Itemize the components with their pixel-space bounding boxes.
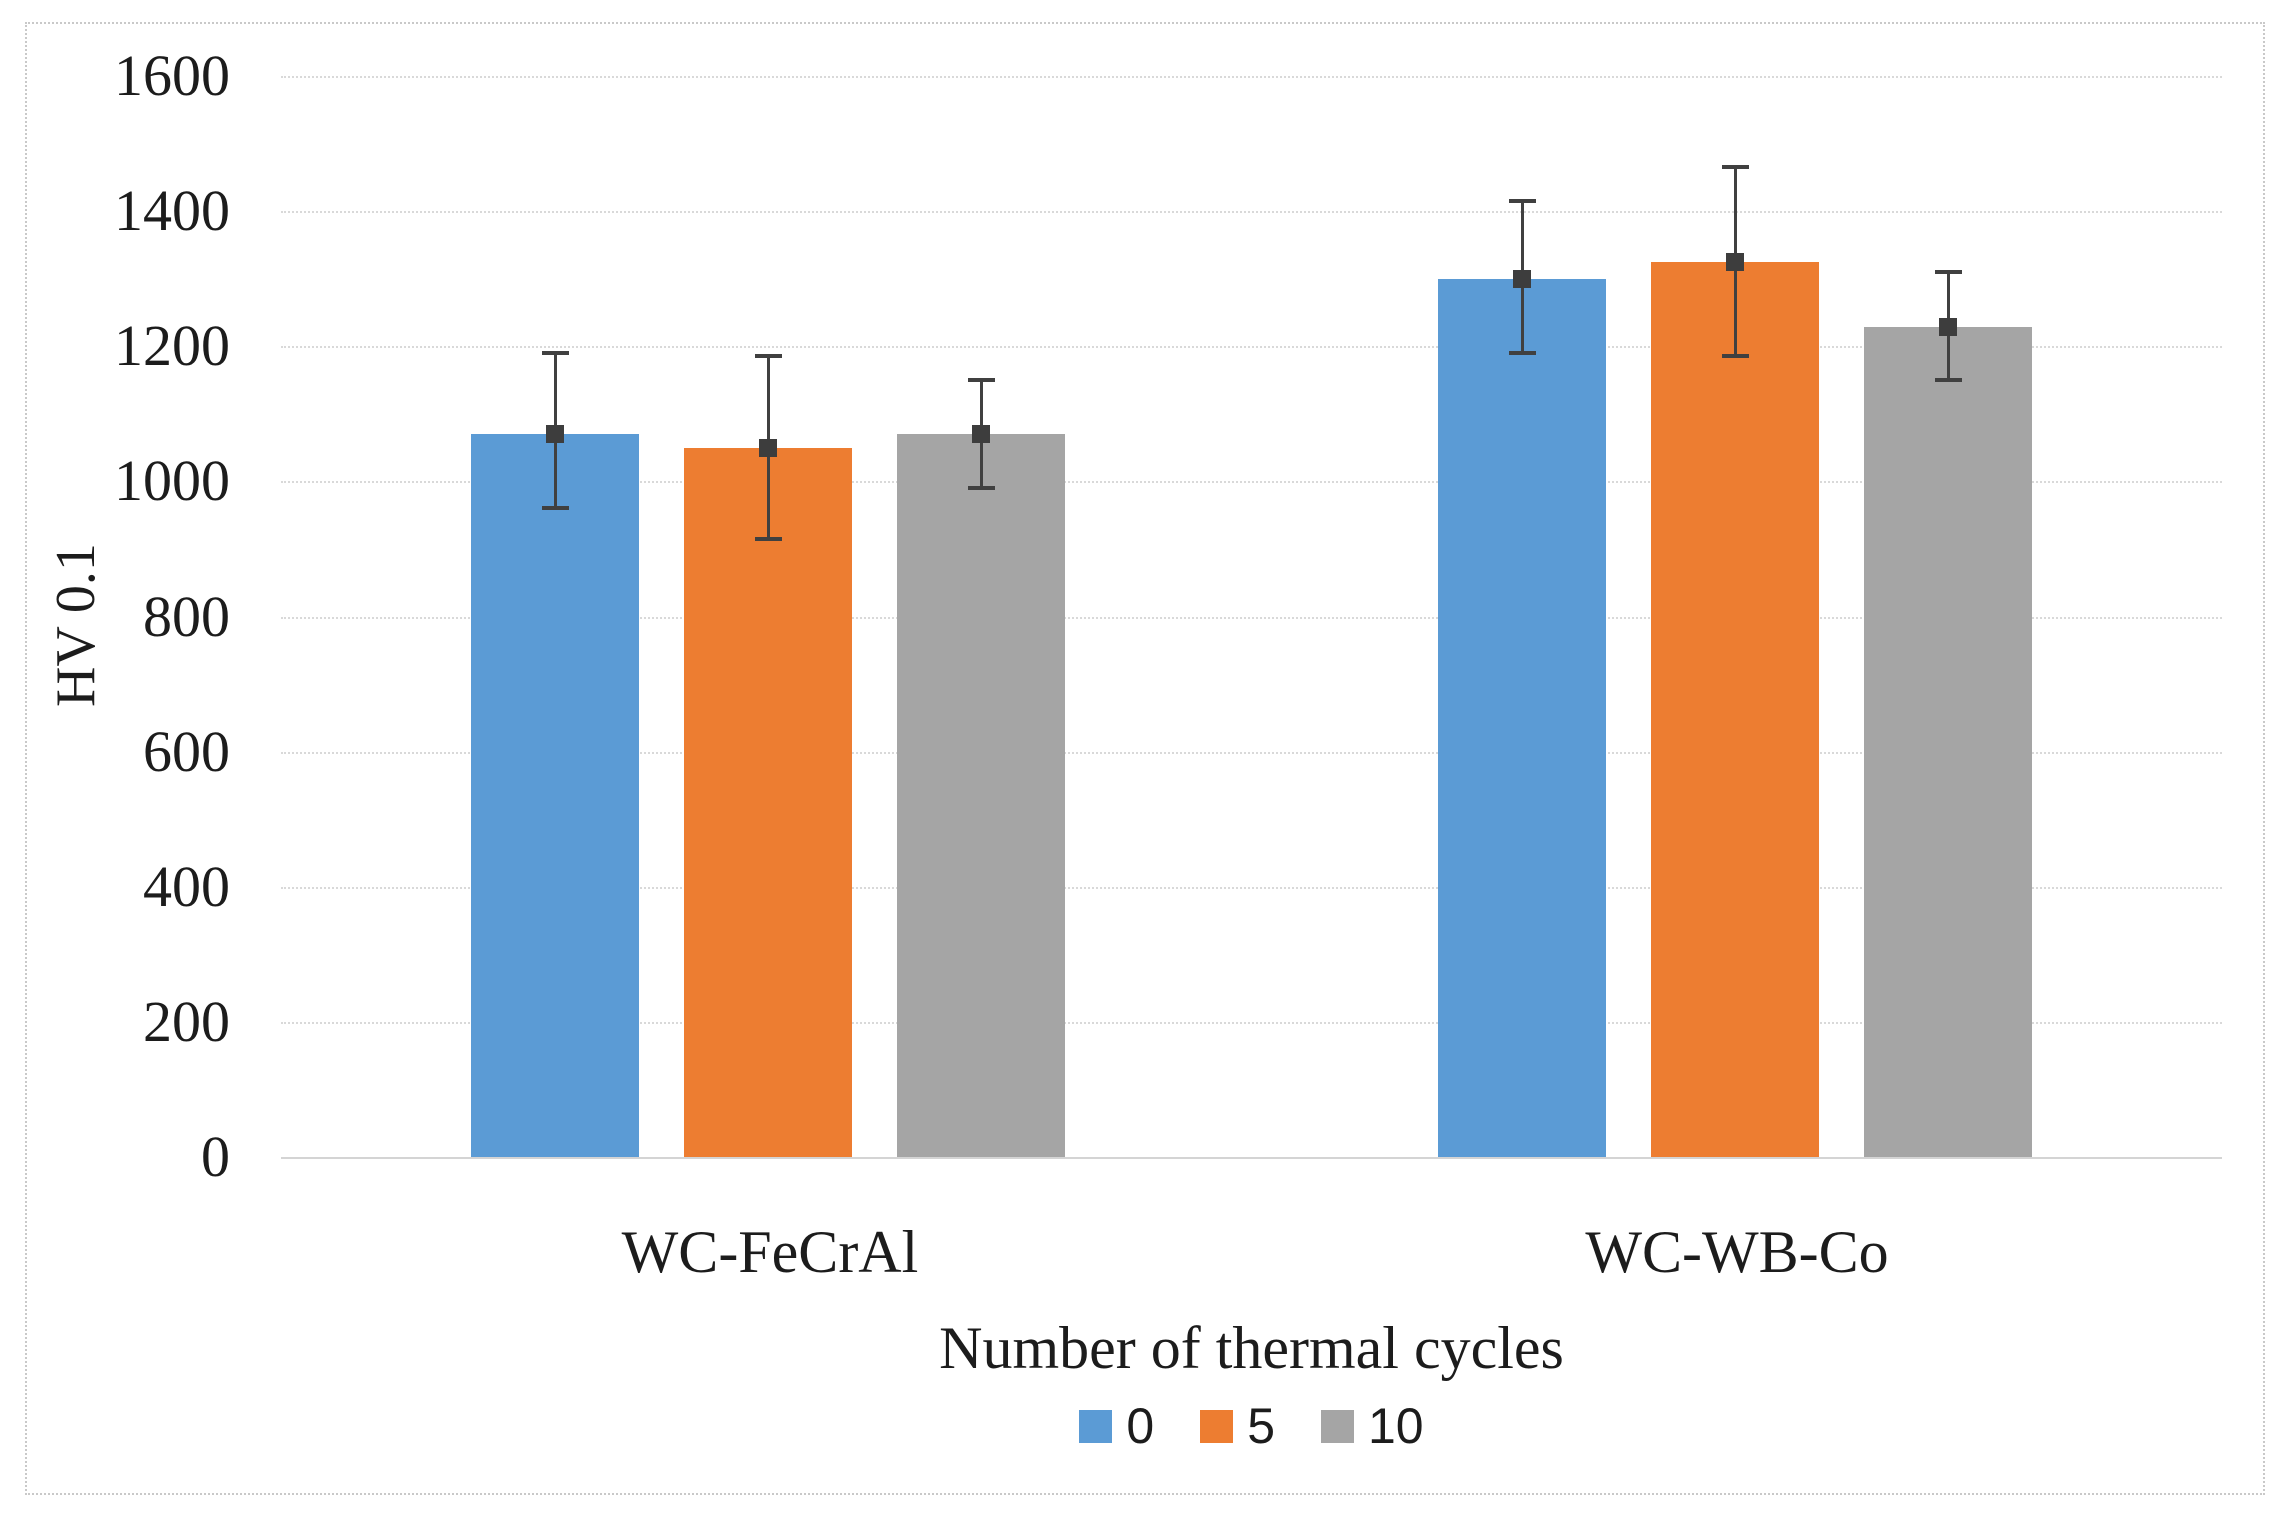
- y-tick-label: 1600: [114, 43, 230, 108]
- error-bar-cap: [967, 486, 995, 491]
- legend-item-10: 10: [1321, 1396, 1424, 1456]
- y-tick-label: 800: [143, 583, 230, 649]
- x-category-label-wc-fecral: WC-FeCrAl: [621, 1219, 919, 1285]
- gridline: [281, 346, 2222, 349]
- gridline: [281, 751, 2222, 754]
- error-bar-cap: [541, 351, 569, 355]
- error-bar-cap: [1508, 198, 1536, 203]
- y-tick-label: 1200: [114, 313, 230, 379]
- error-bar-cap: [1721, 165, 1749, 170]
- gridline: [281, 1021, 2222, 1024]
- legend-swatch-icon: [1079, 1409, 1113, 1443]
- gridline: [281, 616, 2222, 619]
- y-tick-label: 400: [143, 853, 230, 919]
- gridline: [281, 481, 2222, 484]
- y-tick-label: 0: [201, 1124, 230, 1189]
- bar-5-cycles-WC-WB-Co: [1651, 261, 1819, 1157]
- error-bar-cap: [1934, 378, 1962, 383]
- legend-label: 10: [1368, 1398, 1424, 1454]
- y-tick-label: 1400: [114, 178, 230, 244]
- bar-0-cycles-WC-WB-Co: [1438, 278, 1606, 1157]
- mean-marker: [759, 438, 777, 457]
- y-tick-label: 600: [143, 718, 230, 784]
- legend-swatch-icon: [1200, 1409, 1234, 1443]
- error-bar-cap: [754, 354, 782, 359]
- y-tick-label: 1000: [114, 448, 230, 514]
- gridline: [281, 211, 2222, 214]
- legend-label: 5: [1247, 1398, 1275, 1454]
- bar-5-cycles-WC-FeCrAl: [684, 447, 852, 1157]
- mean-marker: [1726, 252, 1744, 271]
- error-bar-cap: [541, 506, 569, 511]
- error-bar-cap: [1934, 269, 1962, 274]
- mean-marker: [1939, 318, 1957, 337]
- bar-0-cycles-WC-FeCrAl: [471, 434, 639, 1157]
- plot-area: [281, 76, 2222, 1159]
- error-bar-cap: [1721, 354, 1749, 359]
- gridline: [281, 886, 2222, 889]
- y-tick-label: 200: [143, 988, 230, 1054]
- legend-label: 0: [1126, 1398, 1155, 1454]
- bar-10-cycles-WC-WB-Co: [1864, 327, 2032, 1157]
- x-axis-line: [281, 1157, 2222, 1159]
- x-category-label-wc-wb-co: WC-WB-Co: [1585, 1219, 1889, 1285]
- x-axis-title: Number of thermal cycles: [939, 1315, 1564, 1381]
- legend-swatch-icon: [1321, 1409, 1354, 1443]
- mean-marker: [972, 425, 990, 444]
- legend-item-0: 0: [1079, 1396, 1154, 1456]
- error-bar-cap: [754, 536, 782, 541]
- legend: 0 5 10: [281, 1396, 2222, 1456]
- bar-10-cycles-WC-FeCrAl: [897, 434, 1065, 1157]
- gridline: [281, 76, 2222, 78]
- legend-item-5: 5: [1200, 1396, 1275, 1456]
- error-bar-cap: [967, 378, 995, 383]
- error-bar-cap: [1508, 351, 1536, 355]
- mean-marker: [546, 425, 564, 444]
- mean-marker: [1513, 269, 1531, 288]
